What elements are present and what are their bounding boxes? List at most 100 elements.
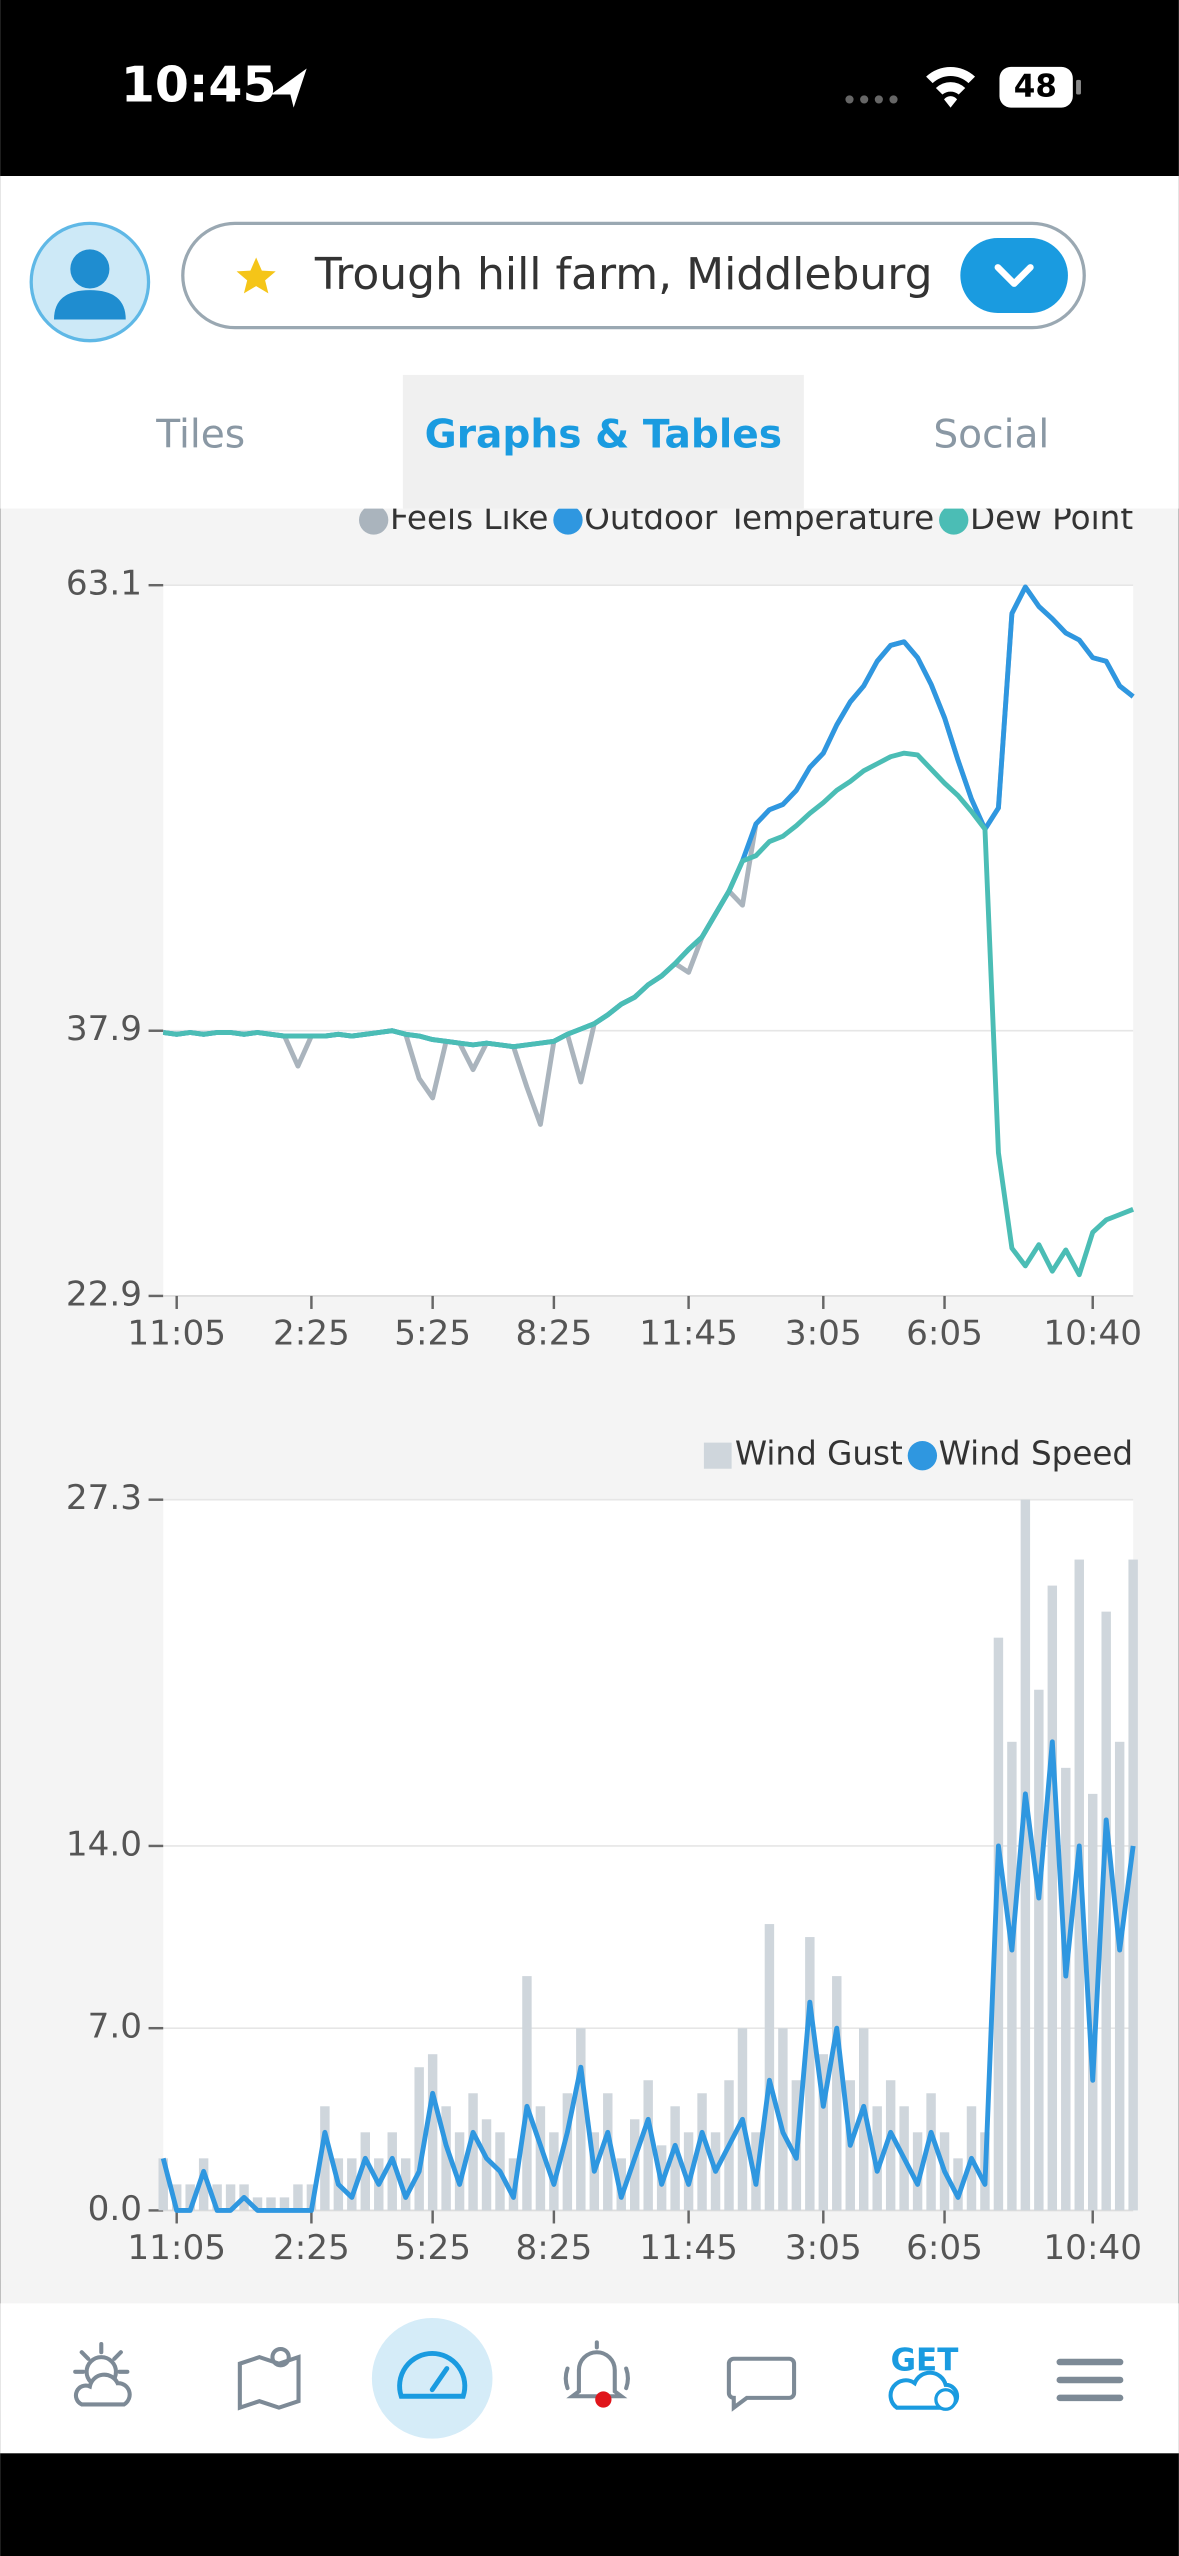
- avatar-body: [54, 290, 126, 320]
- bar: [1128, 1559, 1138, 2211]
- bar: [778, 2028, 788, 2211]
- y-tick-label: 27.3: [66, 1478, 142, 1518]
- get-cloud: [888, 2370, 960, 2410]
- location-selector[interactable]: [181, 221, 1086, 330]
- bottom-nav: [0, 2303, 1179, 2454]
- y-tick-label: 37.9: [66, 1009, 142, 1049]
- x-tick-label: 8:25: [515, 2228, 592, 2268]
- y-tick-label: 7.0: [88, 2007, 142, 2047]
- legend-marker: [939, 505, 969, 535]
- x-tick-label: 10:40: [1043, 1314, 1142, 1354]
- bar: [1020, 1499, 1031, 2211]
- nav-forecast[interactable]: [73, 2342, 132, 2407]
- bar: [441, 2106, 451, 2211]
- x-tick-label: 2:25: [273, 1314, 350, 1354]
- legend-marker: [553, 505, 583, 535]
- nav-chat[interactable]: [726, 2356, 797, 2412]
- bar: [576, 2028, 586, 2211]
- x-tick-label: 6:05: [906, 1314, 983, 1354]
- bar: [454, 2132, 465, 2211]
- battery: [999, 66, 1073, 108]
- bar: [360, 2132, 371, 2211]
- gauge-icon: [397, 2351, 468, 2399]
- bar: [697, 2093, 707, 2211]
- y-tick-label: 14.0: [66, 1824, 142, 1864]
- legend-marker: [358, 505, 389, 535]
- nav-icons: [73, 2340, 1124, 2412]
- x-tick-label: 2:25: [273, 2228, 350, 2268]
- bar: [1047, 1585, 1058, 2211]
- bar: [1101, 1611, 1111, 2211]
- bar: [818, 2054, 829, 2211]
- bar: [1034, 1689, 1044, 2211]
- bar: [171, 2184, 182, 2211]
- home-bar-area: [0, 2453, 1179, 2556]
- bar: [603, 2093, 613, 2211]
- bar: [562, 2093, 573, 2211]
- legend-marker: [703, 1442, 732, 1469]
- bar: [885, 2080, 896, 2211]
- bar: [1114, 1741, 1125, 2211]
- tab[interactable]: Graphs & Tables: [425, 412, 782, 457]
- location-icon: [270, 68, 307, 108]
- bar: [225, 2184, 236, 2211]
- nav-map[interactable]: [237, 2346, 301, 2411]
- tab[interactable]: Social: [933, 412, 1049, 457]
- status-bar: [0, 0, 1179, 177]
- bar: [872, 2106, 882, 2211]
- legend-label: Wind Speed: [939, 1435, 1133, 1473]
- bar: [549, 2132, 559, 2211]
- battery-tip: [1076, 79, 1081, 95]
- series-line: [162, 750, 1135, 1278]
- bar: [252, 2197, 263, 2211]
- bar: [266, 2197, 276, 2211]
- plot-area: [163, 585, 1134, 1296]
- tab-active-bg: [402, 374, 804, 509]
- bar: [535, 2106, 546, 2211]
- favorite-star: [236, 257, 276, 294]
- location-name: Trough hill farm, Middleburg: [314, 249, 933, 300]
- bar: [198, 2158, 209, 2211]
- bar: [387, 2132, 397, 2211]
- bar: [993, 1637, 1004, 2211]
- x-tick-label: 3:05: [785, 2228, 862, 2268]
- bar: [859, 2028, 869, 2211]
- alert-badge: [595, 2391, 612, 2408]
- wifi-icon: [926, 66, 976, 108]
- avatar-head: [70, 249, 110, 289]
- bar: [805, 1937, 815, 2211]
- bar: [414, 2067, 424, 2211]
- bar: [616, 2158, 626, 2211]
- bar: [320, 2106, 330, 2211]
- dropdown-chevron: [994, 264, 1034, 287]
- bar: [926, 2093, 936, 2211]
- battery-level: 48: [1014, 69, 1057, 105]
- x-tick-label: 10:40: [1043, 2228, 1142, 2268]
- tab[interactable]: Tiles: [155, 412, 245, 457]
- y-tick-label: 63.1: [66, 564, 142, 604]
- bar: [185, 2184, 195, 2211]
- x-tick-label: 6:05: [906, 2228, 983, 2268]
- bar: [953, 2158, 963, 2211]
- y-tick-label: 22.9: [66, 1274, 142, 1314]
- x-tick-label: 5:25: [394, 2228, 471, 2268]
- x-tick-label: 11:05: [127, 1314, 226, 1354]
- bar: [293, 2184, 303, 2211]
- nav-dashboard-active[interactable]: [371, 2318, 493, 2439]
- nav-alerts[interactable]: [563, 2340, 630, 2399]
- nav-menu[interactable]: [1056, 2358, 1124, 2402]
- x-tick-label: 8:25: [515, 1314, 592, 1354]
- y-tick-label: 0.0: [88, 2189, 142, 2229]
- bar: [643, 2080, 653, 2211]
- charts: 22.9 37.9 63.1 11:05 2:25 5:25 8:25 11:45 3:05 6:…: [66, 499, 1142, 2268]
- x-tick-label: 11:05: [127, 2228, 226, 2268]
- dropdown-button[interactable]: [960, 237, 1068, 313]
- bar: [468, 2093, 478, 2211]
- bar: [670, 2106, 680, 2211]
- get-plus: [934, 2388, 958, 2411]
- status-time: 10:45: [121, 57, 277, 114]
- x-tick-label: 3:05: [785, 1314, 862, 1354]
- legend-label: Wind Gust: [735, 1435, 903, 1473]
